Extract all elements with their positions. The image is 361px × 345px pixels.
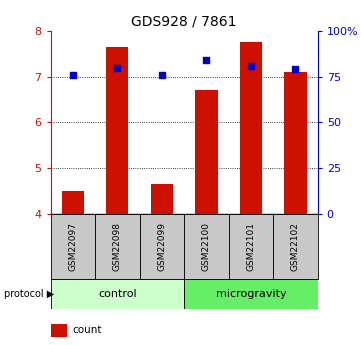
Bar: [62, 191, 84, 214]
Text: count: count: [72, 325, 101, 335]
Point: [292, 67, 298, 72]
Bar: [151, 184, 173, 214]
Point: [159, 72, 165, 78]
Bar: [184, 279, 318, 309]
Text: control: control: [98, 289, 136, 299]
Text: microgravity: microgravity: [216, 289, 286, 299]
Point: [204, 58, 209, 63]
Bar: [195, 90, 217, 214]
Bar: [95, 214, 140, 279]
Text: GSM22099: GSM22099: [157, 222, 166, 271]
Text: GSM22101: GSM22101: [247, 222, 255, 271]
Point: [70, 72, 76, 78]
Text: GSM22097: GSM22097: [68, 222, 77, 271]
Title: GDS928 / 7861: GDS928 / 7861: [131, 14, 237, 29]
Bar: [229, 214, 273, 279]
Bar: [273, 214, 318, 279]
Text: GSM22102: GSM22102: [291, 222, 300, 271]
Point: [114, 65, 120, 70]
Point: [248, 63, 254, 69]
Text: GSM22100: GSM22100: [202, 222, 211, 271]
Bar: [184, 214, 229, 279]
Bar: [140, 214, 184, 279]
Bar: [240, 42, 262, 214]
Bar: [51, 214, 95, 279]
Bar: [51, 324, 66, 337]
Text: protocol ▶: protocol ▶: [4, 289, 54, 299]
Bar: [284, 72, 306, 214]
Bar: [51, 279, 184, 309]
Text: GSM22098: GSM22098: [113, 222, 122, 271]
Bar: [106, 47, 129, 214]
